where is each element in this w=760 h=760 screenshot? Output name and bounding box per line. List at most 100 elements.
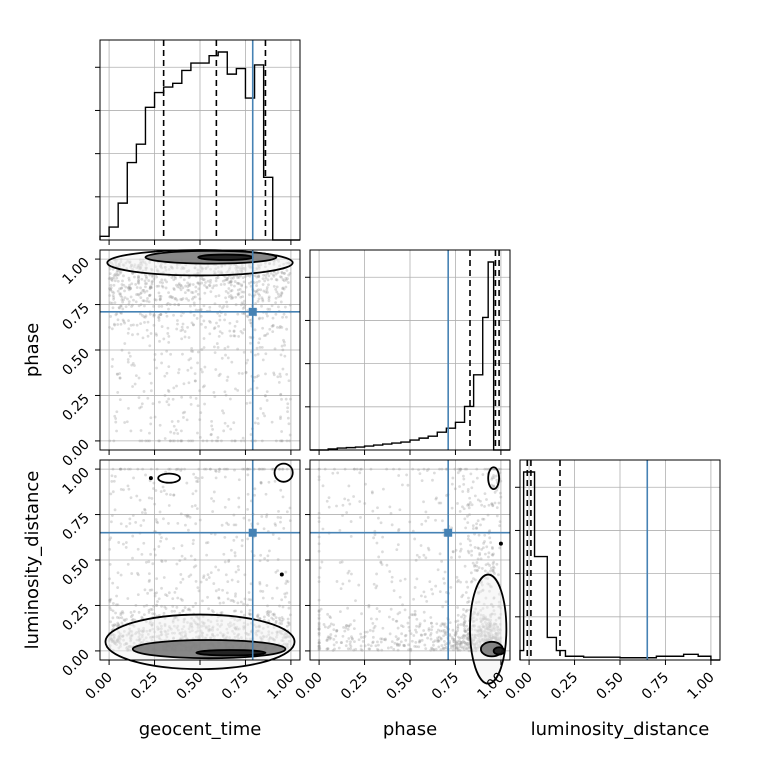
scatter-point [145,620,148,624]
scatter-point [143,279,147,283]
scatter-point [462,633,466,637]
scatter-point [491,562,495,566]
scatter-point [488,631,492,634]
scatter-point [119,322,123,326]
scatter-point [497,631,500,635]
scatter-point [395,619,399,623]
scatter-point [403,577,407,581]
scatter-point [191,291,195,295]
scatter-point [171,439,175,443]
scatter-point [259,288,263,292]
scatter-point [274,301,277,305]
scatter-point [248,612,252,616]
scatter-point [448,621,452,624]
contour-point [148,476,153,481]
scatter-point [265,515,268,519]
scatter-point [400,632,404,636]
scatter-point [111,263,115,267]
scatter-point [148,588,152,592]
scatter-point [203,291,207,295]
scatter-point [429,616,433,619]
scatter-point [471,623,475,627]
scatter-point [168,295,172,299]
y-tick-label: 0.75 [59,510,92,543]
scatter-point [160,604,163,608]
scatter-point [138,406,142,410]
scatter-point [212,391,216,394]
scatter-point [178,559,182,563]
scatter-point [263,557,267,560]
scatter-point [179,439,183,443]
scatter-point [223,505,227,509]
scatter-point [342,625,345,629]
scatter-point [134,374,138,378]
scatter-point [489,618,493,622]
scatter-point [255,386,259,390]
contour-outer [469,573,508,685]
scatter-point [209,278,212,282]
scatter-point [464,610,468,613]
scatter-point [118,292,122,296]
scatter-point [317,646,321,650]
scatter-point [176,419,180,423]
scatter-point [317,641,321,645]
scatter-point [158,339,161,343]
scatter-point [499,636,503,640]
scatter-point [115,312,119,316]
scatter-point [215,321,218,325]
scatter-point [224,278,228,282]
scatter-point [166,632,170,636]
scatter-point [198,418,202,422]
scatter-point [157,545,161,548]
scatter-point [125,267,129,270]
scatter-point [119,467,123,471]
scatter-point [462,608,465,611]
scatter-point [492,552,495,556]
scatter-point [196,361,199,365]
scatter-point [235,264,238,268]
scatter-point [140,313,144,317]
scatter-point [363,634,367,638]
scatter-point [200,269,203,273]
scatter-point [261,596,265,600]
scatter-point [202,319,206,323]
scatter-point [142,541,146,545]
scatter-point [131,623,134,627]
scatter-point [122,618,126,622]
scatter-point [413,586,417,589]
scatter-point [182,266,185,270]
scatter-point [359,467,363,471]
scatter-point [334,634,338,638]
scatter-point [179,597,183,601]
scatter-point [499,638,502,641]
scatter-point [179,580,183,584]
scatter-point [249,284,253,288]
scatter-point [487,622,490,625]
scatter-point [285,633,289,636]
scatter-point [225,627,229,631]
scatter-point [333,647,336,651]
scatter-point [498,524,501,528]
scatter-point [433,639,437,643]
scatter-point [452,638,456,641]
scatter-point [249,341,252,345]
scatter-point [466,490,470,493]
scatter-point [369,617,373,621]
scatter-point [413,609,417,613]
scatter-point [234,266,238,270]
scatter-point [326,647,330,651]
scatter-point [156,521,160,525]
scatter-point [317,478,321,482]
scatter-point [177,467,180,471]
scatter-point [261,590,265,593]
scatter-point [414,628,417,632]
scatter-point [489,636,493,640]
scatter-point [497,592,501,596]
scatter-point [287,261,291,265]
scatter-point [354,599,357,603]
scatter-point [175,266,179,270]
scatter-point [493,501,497,505]
scatter-point [203,384,206,388]
scatter-point [237,568,240,572]
scatter-point [378,610,381,613]
